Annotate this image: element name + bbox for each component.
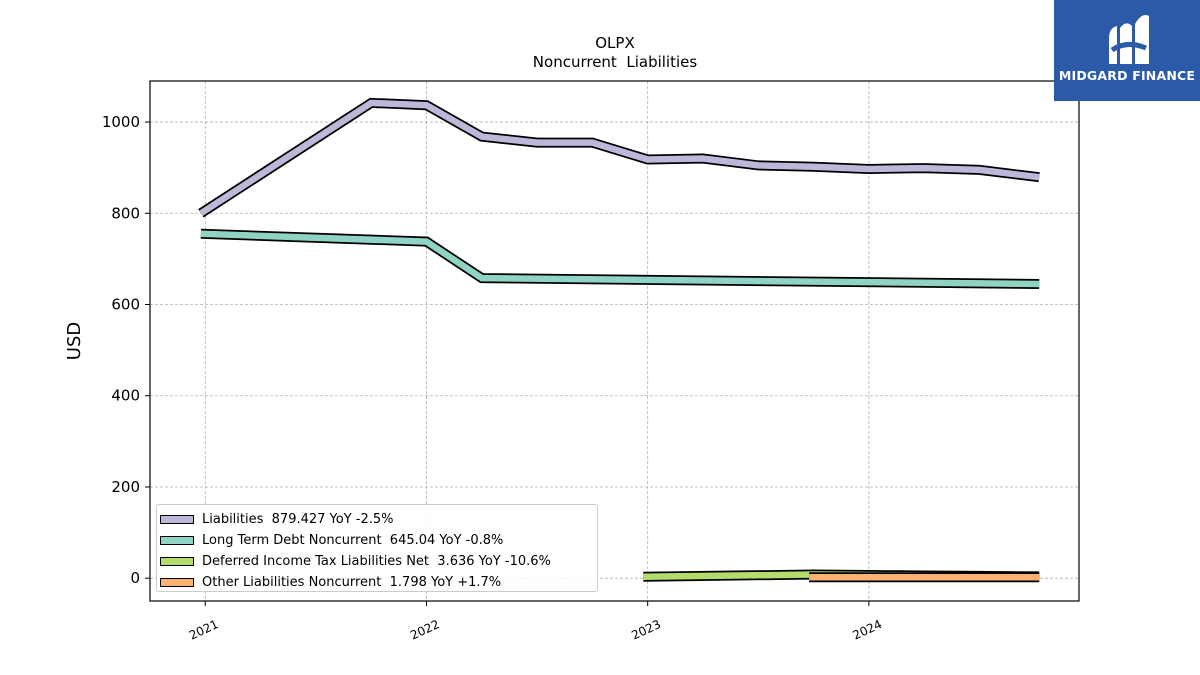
series-outline — [198, 97, 1040, 218]
legend-label: Liabilities 879.427 YoY -2.5% — [202, 512, 394, 527]
legend-item: Other Liabilities Noncurrent 1.798 YoY +… — [157, 572, 597, 593]
series-layer — [198, 97, 1040, 583]
y-tick-label: 200 — [111, 478, 140, 496]
legend: Liabilities 879.427 YoY -2.5% Long Term D… — [156, 504, 598, 592]
y-tick-label: 1000 — [102, 113, 140, 131]
legend-label: Deferred Income Tax Liabilities Net 3.63… — [202, 554, 551, 569]
x-tick-label: 2022 — [408, 617, 442, 643]
y-tick-label: 400 — [111, 387, 140, 405]
legend-item: Long Term Debt Noncurrent 645.04 YoY -0.… — [157, 530, 597, 551]
legend-swatch — [160, 536, 194, 545]
legend-item: Liabilities 879.427 YoY -2.5% — [157, 509, 597, 530]
legend-item: Deferred Income Tax Liabilities Net 3.63… — [157, 551, 597, 572]
midgard-logo-icon — [1109, 15, 1149, 64]
y-tick-label: 0 — [130, 569, 140, 587]
brand-name: MIDGARD FINANCE — [1058, 68, 1196, 83]
brand-logo: MIDGARD FINANCE — [1054, 0, 1200, 101]
x-tick-label: 2024 — [851, 617, 885, 643]
legend-label: Other Liabilities Noncurrent 1.798 YoY +… — [202, 575, 502, 590]
legend-swatch — [160, 578, 194, 587]
legend-label: Long Term Debt Noncurrent 645.04 YoY -0.… — [202, 533, 504, 548]
chart-title: OLPX — [595, 34, 635, 52]
y-tick-label: 800 — [111, 204, 140, 222]
x-tick-label: 2021 — [187, 617, 221, 643]
series-line-1 — [198, 97, 1040, 218]
series-fill — [199, 99, 1040, 217]
legend-swatch — [160, 557, 194, 566]
legend-swatch — [160, 515, 194, 524]
x-tick-label: 2023 — [629, 617, 663, 643]
chart-subtitle: Noncurrent Liabilities — [533, 53, 698, 71]
series-fill — [200, 230, 1040, 288]
y-tick-label: 600 — [111, 296, 140, 314]
series-line-2 — [200, 228, 1040, 289]
plot-area-frame — [149, 80, 1080, 602]
y-axis-label: USD — [64, 322, 85, 360]
